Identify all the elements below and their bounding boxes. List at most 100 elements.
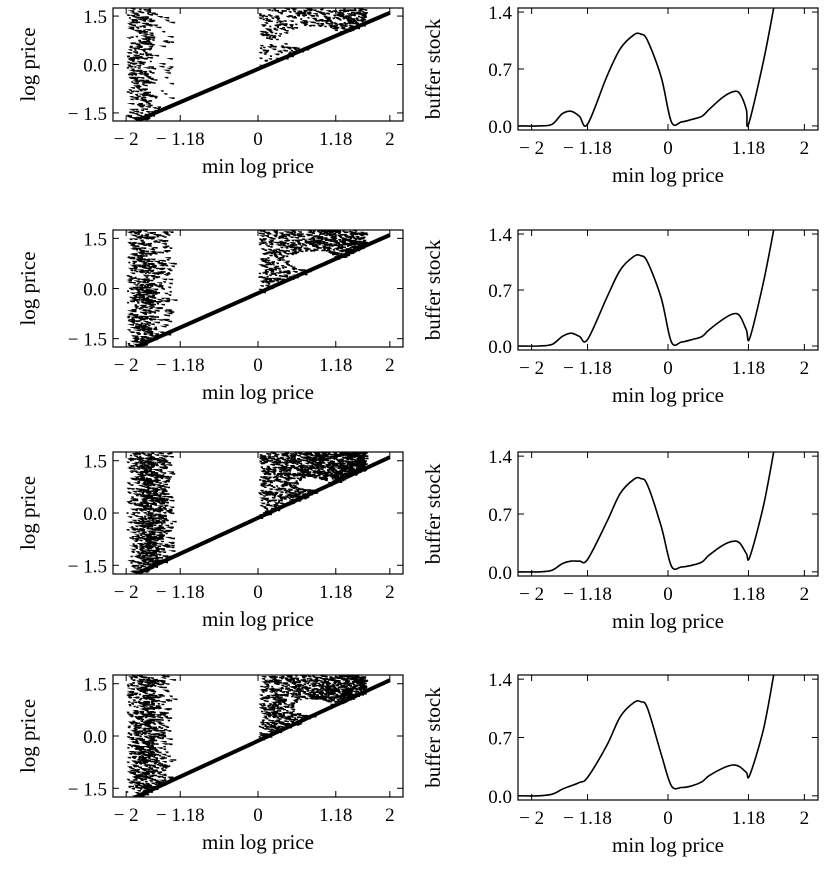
y-tick-label: − 1.5 xyxy=(68,556,107,577)
x-tick-label: 2 xyxy=(800,584,810,605)
y-tick-label: 0.0 xyxy=(83,727,107,748)
y-axis-title: buffer stock xyxy=(421,463,445,564)
x-tick-label: − 2 xyxy=(519,808,544,829)
x-axis-title: min log price xyxy=(612,163,724,187)
x-tick-label: 0 xyxy=(253,129,263,150)
plot-area xyxy=(126,675,391,797)
x-axis-title: min log price xyxy=(612,833,724,857)
x-tick-label: 2 xyxy=(800,358,810,379)
plot-area xyxy=(518,230,775,347)
panel-bifurcation-4: − 2 − 1.18 0 1.18 2 − 1.5 0.0 1.5 min log price l… xyxy=(16,674,404,854)
scatter-cloud xyxy=(126,452,369,574)
y-tick-label: 0.0 xyxy=(83,280,107,301)
y-tick-label: 0.0 xyxy=(83,56,107,77)
x-tick-label: 2 xyxy=(800,138,810,159)
y-tick-label: 0.0 xyxy=(488,117,512,138)
series-line xyxy=(518,8,775,128)
series-line xyxy=(518,675,775,797)
y-tick-label: 1.5 xyxy=(83,7,107,28)
y-axis-title: log price xyxy=(16,699,40,773)
x-tick-label: 2 xyxy=(385,129,395,150)
x-tick-label: 0 xyxy=(253,582,263,603)
x-tick-label: 2 xyxy=(385,805,395,826)
y-tick-label: 1.4 xyxy=(488,670,512,691)
x-tick-label: − 2 xyxy=(519,358,544,379)
x-axis-title: min log price xyxy=(612,383,724,407)
x-tick-label: − 1.18 xyxy=(156,129,205,150)
x-tick-label: − 2 xyxy=(114,129,139,150)
x-tick-label: 0 xyxy=(663,808,673,829)
y-tick-label: 0.7 xyxy=(488,729,512,750)
x-tick-label: − 2 xyxy=(114,805,139,826)
scatter-cloud xyxy=(126,230,369,347)
y-tick-label: − 1.5 xyxy=(68,330,107,351)
diagonal-boundary xyxy=(135,455,391,574)
x-tick-label: 0 xyxy=(253,355,263,376)
series-line xyxy=(518,230,775,347)
x-tick-label: 2 xyxy=(385,582,395,603)
x-axis-title: min log price xyxy=(612,609,724,633)
plot-area xyxy=(518,675,775,797)
diagonal-boundary xyxy=(135,678,391,797)
y-tick-label: − 1.5 xyxy=(68,779,107,800)
panel-bifurcation-3: − 2 − 1.18 0 1.18 2 − 1.5 0.0 1.5 min log price l… xyxy=(16,451,404,631)
x-tick-label: 0 xyxy=(253,805,263,826)
panel-buffer-1: − 2 − 1.18 0 1.18 2 0.0 0.7 1.4 min log price buf… xyxy=(421,3,819,187)
plot-area xyxy=(126,8,391,121)
plot-area xyxy=(518,452,775,573)
y-tick-label: − 1.5 xyxy=(68,104,107,125)
x-tick-label: 0 xyxy=(663,138,673,159)
plot-area xyxy=(126,230,391,347)
y-tick-label: 0.7 xyxy=(488,505,512,526)
x-tick-label: − 1.18 xyxy=(563,358,612,379)
y-axis-title: buffer stock xyxy=(421,239,445,340)
x-tick-label: 1.18 xyxy=(732,138,765,159)
y-tick-label: 0.0 xyxy=(83,504,107,525)
x-tick-label: − 2 xyxy=(114,582,139,603)
x-tick-label: 2 xyxy=(385,355,395,376)
y-tick-label: 0.7 xyxy=(488,60,512,81)
panel-bifurcation-2: − 2 − 1.18 0 1.18 2 − 1.5 0.0 1.5 min log price l… xyxy=(16,229,404,404)
y-tick-label: 0.7 xyxy=(488,281,512,302)
x-tick-label: − 1.18 xyxy=(563,808,612,829)
x-tick-label: 1.18 xyxy=(319,805,352,826)
plot-area xyxy=(126,452,391,574)
y-axis-title: log price xyxy=(16,476,40,550)
y-tick-label: 1.4 xyxy=(488,225,512,246)
diagonal-boundary xyxy=(135,233,391,347)
x-axis-title: min log price xyxy=(202,830,314,854)
y-tick-label: 0.0 xyxy=(488,787,512,808)
x-axis-title: min log price xyxy=(202,380,314,404)
scatter-cloud xyxy=(126,8,368,121)
scatter-cloud xyxy=(126,675,369,797)
y-axis-title: buffer stock xyxy=(421,18,445,119)
x-tick-label: − 1.18 xyxy=(563,138,612,159)
plot-frame xyxy=(517,674,819,801)
x-tick-label: 1.18 xyxy=(319,582,352,603)
x-axis-title: min log price xyxy=(202,154,314,178)
x-tick-label: 2 xyxy=(800,808,810,829)
y-tick-label: 1.5 xyxy=(83,229,107,250)
panel-buffer-4: − 2 − 1.18 0 1.18 2 0.0 0.7 1.4 min log price buf… xyxy=(421,670,819,857)
x-tick-label: 0 xyxy=(663,358,673,379)
y-tick-label: 1.5 xyxy=(83,675,107,696)
x-axis-title: min log price xyxy=(202,607,314,631)
y-tick-label: 1.4 xyxy=(488,3,512,24)
x-tick-label: 1.18 xyxy=(732,808,765,829)
x-tick-label: − 2 xyxy=(519,584,544,605)
panel-buffer-2: − 2 − 1.18 0 1.18 2 0.0 0.7 1.4 min log price buf… xyxy=(421,225,819,407)
x-tick-label: − 2 xyxy=(114,355,139,376)
x-tick-label: 1.18 xyxy=(732,358,765,379)
x-tick-label: − 1.18 xyxy=(156,582,205,603)
x-tick-label: − 1.18 xyxy=(563,584,612,605)
panel-buffer-3: − 2 − 1.18 0 1.18 2 0.0 0.7 1.4 min log price buf… xyxy=(421,447,819,633)
y-tick-label: 1.4 xyxy=(488,447,512,468)
x-tick-label: 0 xyxy=(663,584,673,605)
x-tick-label: − 1.18 xyxy=(156,805,205,826)
x-tick-label: 1.18 xyxy=(319,129,352,150)
y-axis-title: log price xyxy=(16,251,40,325)
y-tick-label: 0.0 xyxy=(488,337,512,358)
series-line xyxy=(518,452,775,573)
y-tick-label: 1.5 xyxy=(83,452,107,473)
